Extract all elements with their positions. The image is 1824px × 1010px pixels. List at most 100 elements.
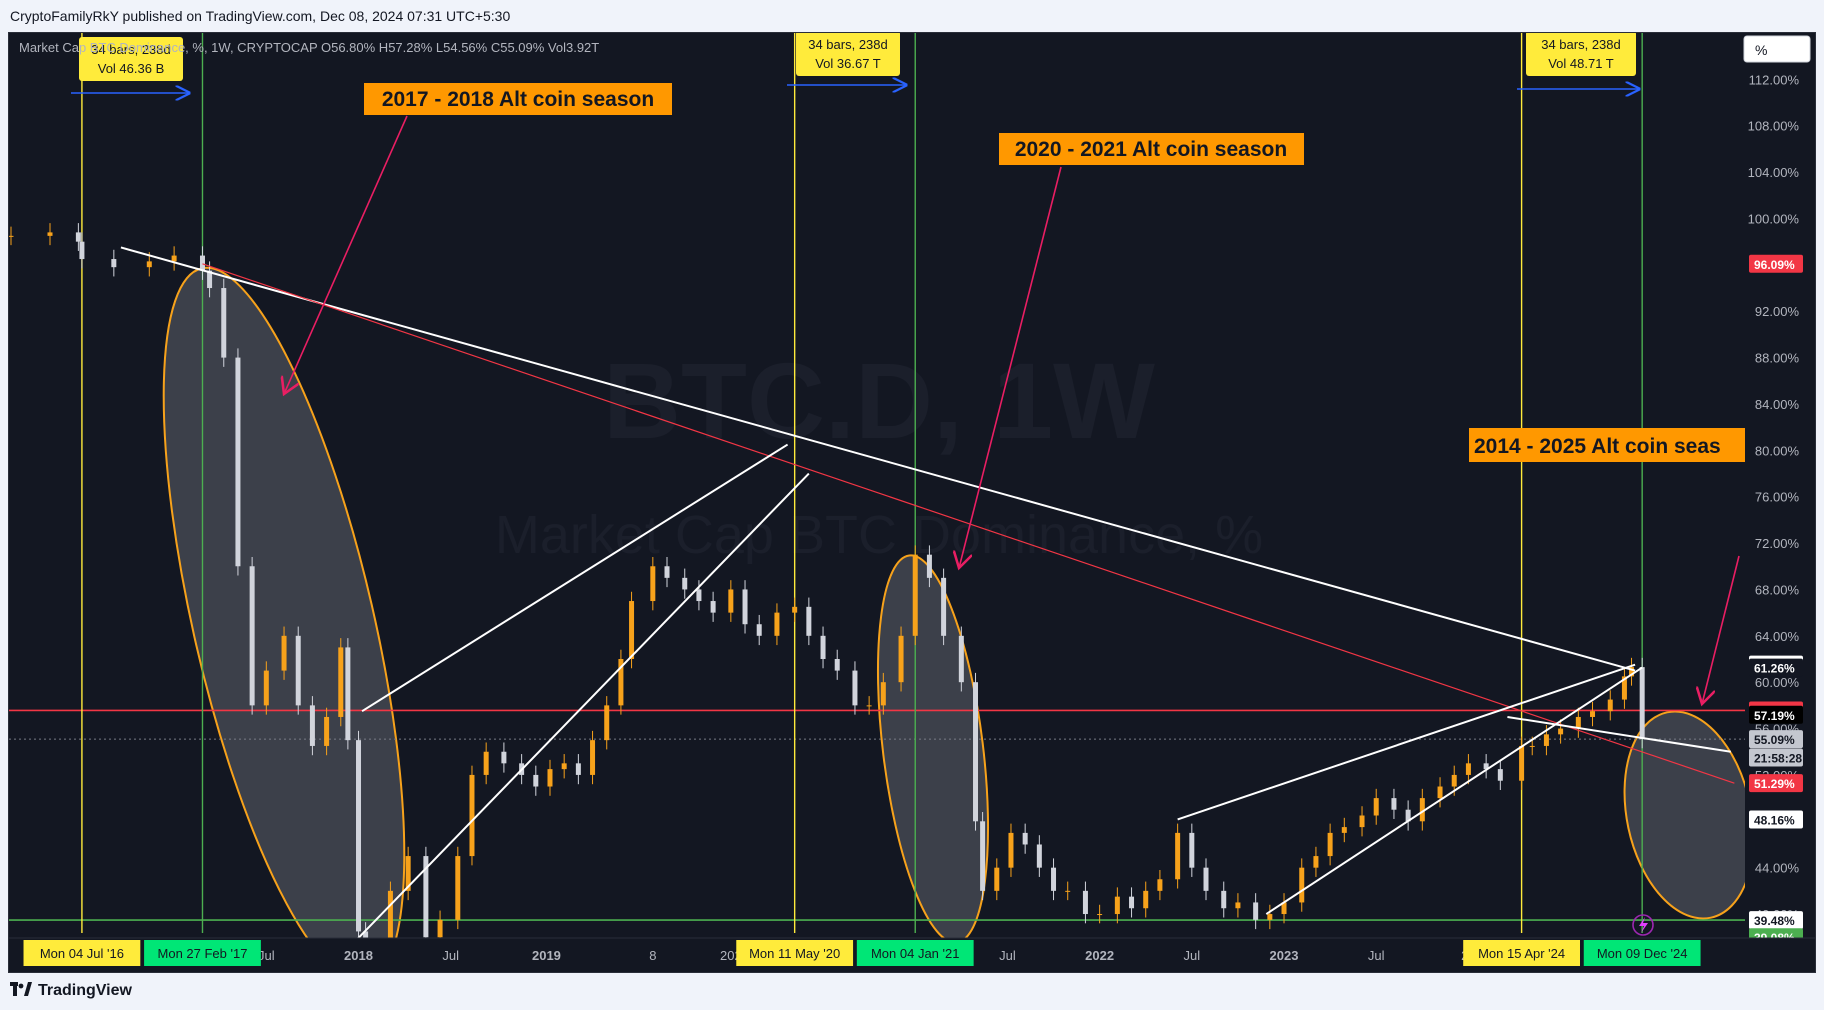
time-tick-9: Jul: [1184, 948, 1201, 963]
price-tick-10: 76.00%: [1755, 490, 1800, 505]
candle-body-61: [973, 682, 979, 822]
trendline-2: [202, 263, 1735, 784]
price-label-bg-10: [1749, 911, 1803, 930]
publish-header: CryptoFamilyRkY published on TradingView…: [0, 0, 1824, 32]
candle-body-70: [1097, 914, 1103, 916]
candle-body-86: [1341, 827, 1347, 833]
candle-body-95: [1483, 763, 1489, 770]
range-arrows: [71, 85, 1639, 93]
annotation-2020-arrow: [959, 166, 1062, 568]
candle-body-103: [1607, 699, 1613, 712]
candle-body-66: [1036, 844, 1042, 868]
candle-body-48: [774, 612, 780, 636]
range-label-1-bars: 34 bars, 238d: [91, 42, 171, 57]
trendlines-layer: [120, 246, 1735, 950]
candle-body-49: [792, 606, 798, 613]
time-tick-6: 202: [720, 948, 742, 963]
candle-body-75: [1175, 832, 1181, 880]
candle-body-85: [1327, 832, 1333, 857]
annotation-2025-arrow: [1702, 555, 1740, 704]
price-tick-11: 72.00%: [1755, 536, 1800, 551]
vertical-line-label-bg-1: [23, 940, 141, 966]
candle-body-20: [356, 740, 362, 932]
candle-body-63: [994, 867, 1000, 891]
range-label-1-vol: Vol 46.36 B: [98, 61, 165, 76]
legend-line: Market Cap BTC Dominance, %, 1W, CRYPTOC…: [19, 40, 599, 55]
vertical-line-label-bg-3: [736, 940, 854, 966]
tradingview-brand: TradingView: [38, 982, 132, 999]
candle-body-98: [1529, 745, 1535, 747]
candle-body-50: [806, 606, 812, 636]
candle-body-68: [1065, 890, 1071, 892]
candle-body-16: [309, 705, 315, 746]
candle-body-59: [941, 577, 947, 636]
candle-body-82: [1281, 902, 1287, 915]
candle-body-35: [575, 763, 581, 775]
price-tick-14: 60.00%: [1755, 675, 1800, 690]
candle-body-54: [866, 705, 872, 707]
trendline-1: [120, 246, 1636, 672]
time-tick-10: 2023: [1270, 948, 1299, 963]
candle-body-5: [111, 259, 117, 268]
trendline-3: [361, 443, 789, 713]
candle-body-2: [47, 232, 53, 236]
candle-body-96: [1497, 769, 1503, 781]
candle-body-53: [852, 670, 858, 706]
highlight-ellipse-1: [162, 266, 406, 984]
vertical-line-label-bg-5: [1463, 940, 1581, 966]
candle-body-97: [1519, 745, 1525, 781]
candle-body-99: [1543, 734, 1549, 746]
candle-body-69: [1082, 890, 1088, 915]
candle-body-55: [880, 682, 886, 706]
price-label-10: 39.48%: [1754, 914, 1795, 928]
candle-body-4: [79, 241, 85, 260]
candle-body-91: [1419, 798, 1425, 822]
price-label-8: 51.29%: [1754, 777, 1795, 791]
price-label-6: 55.09%: [1754, 733, 1795, 747]
range-label-2: 34 bars, 238d Vol 36.67 T: [796, 31, 900, 76]
trendline-7: [1507, 715, 1731, 753]
candle-body-65: [1022, 832, 1028, 845]
range-label-3-bars: 34 bars, 238d: [1541, 37, 1621, 52]
candle-body-89: [1391, 798, 1397, 810]
vertical-line-label-2: Mon 27 Feb '17: [158, 946, 248, 961]
vertical-line-label-bg-6: [1583, 940, 1701, 966]
candle-body-100: [1558, 728, 1564, 735]
candle-body-56: [898, 635, 904, 683]
annotation-2025-text: 2014 - 2025 Alt coin seas: [1474, 435, 1721, 458]
annotation-2020: 2020 - 2021 Alt coin season: [959, 133, 1304, 568]
price-axis[interactable]: 112.00%108.00%104.00%100.00%96.00%92.00%…: [1745, 33, 1815, 972]
candle-body-3: [75, 232, 81, 242]
candle-body-67: [1051, 867, 1057, 891]
time-tick-4: 2019: [532, 948, 561, 963]
candle-body-88: [1373, 798, 1379, 816]
trendline-6: [1265, 666, 1643, 915]
time-tick-2: 2018: [344, 948, 373, 963]
candle-body-102: [1590, 711, 1596, 717]
candle-body-25: [423, 856, 429, 938]
candle-body-29: [483, 751, 489, 775]
chart-pane[interactable]: BTC.D, 1W Market Cap BTC Dominance, % 34…: [8, 31, 1816, 984]
candle-body-45: [728, 589, 734, 613]
vertical-line-label-4: Mon 04 Jan '21: [871, 946, 960, 961]
annotation-2017: 2017 - 2018 Alt coin season: [284, 83, 672, 394]
price-label-bg-8: [1749, 774, 1803, 793]
candle-body-64: [1008, 832, 1014, 868]
candle-body-28: [469, 774, 475, 857]
candle-body-32: [533, 774, 539, 787]
vertical-line-label-3: Mon 11 May '20: [749, 946, 840, 961]
range-label-3-vol: Vol 48.71 T: [1548, 56, 1614, 71]
candle-body-104: [1621, 676, 1627, 700]
vertical-line-label-5: Mon 15 Apr '24: [1478, 946, 1565, 961]
price-tick-8: 84.00%: [1755, 397, 1800, 412]
annotation-2020-text: 2020 - 2021 Alt coin season: [1015, 138, 1287, 161]
range-label-2-vol: Vol 36.67 T: [815, 56, 881, 71]
candle-body-52: [834, 659, 840, 671]
price-label-bg-9: [1749, 810, 1803, 829]
range-label-1: 34 bars, 238d Vol 46.36 B: [79, 37, 183, 81]
percent-scale-button[interactable]: %: [1743, 35, 1811, 63]
chart-svg[interactable]: BTC.D, 1W Market Cap BTC Dominance, % 34…: [9, 31, 1815, 984]
candle-body-36: [590, 740, 596, 775]
lightning-icon[interactable]: [1632, 914, 1654, 936]
candle-body-19: [345, 647, 351, 741]
